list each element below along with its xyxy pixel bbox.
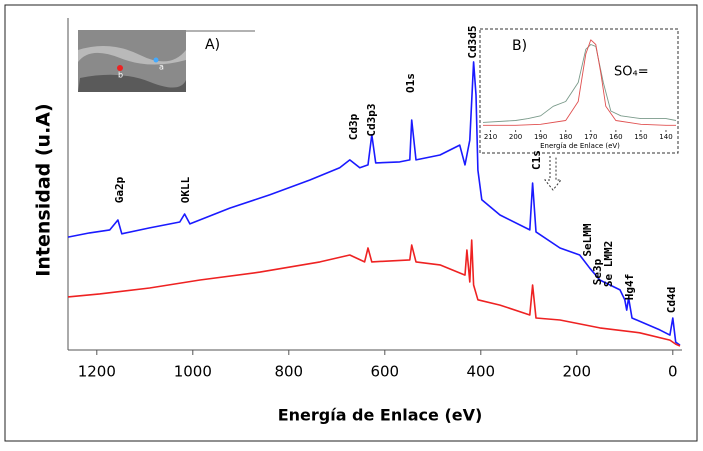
x-tick-label: 170 (584, 133, 597, 141)
x-tick-label: 800 (274, 363, 303, 381)
x-tick-label: 190 (534, 133, 547, 141)
marker-label: a (159, 63, 164, 72)
series-line (67, 239, 681, 347)
x-tick-label: 160 (609, 133, 622, 141)
inset-title: A) (205, 37, 220, 53)
peak-label: Cd3p (347, 113, 360, 140)
x-tick-label: 600 (370, 363, 399, 381)
peak-label: Se LMM2 (602, 241, 615, 287)
peak-label: Cd4d (665, 287, 678, 314)
x-tick-label: 400 (466, 363, 495, 381)
marker-label: b (118, 71, 123, 80)
peak-label: Ga2p (113, 176, 126, 203)
x-axis-label: Energía de Enlace (eV) (278, 406, 483, 425)
x-tick-label: 1200 (78, 363, 116, 381)
series-line (67, 61, 681, 346)
peak-label: OKLL (179, 176, 192, 203)
peak-label: Cd3p3 (365, 103, 378, 136)
series-line (483, 39, 676, 126)
x-tick-label: 200 (562, 363, 591, 381)
peak-label: O1s (404, 73, 417, 93)
inset-frame (479, 28, 679, 154)
inset-title: B) (512, 38, 527, 54)
inset-annotation: SO₄= (614, 65, 649, 80)
micrograph-texture (78, 74, 186, 92)
peak-label: Hg4f (623, 274, 636, 301)
peak-label: SeLMM (581, 223, 594, 256)
peak-label: C1s (530, 150, 543, 170)
micrograph-texture (78, 46, 186, 65)
x-tick-label: 0 (668, 363, 678, 381)
peak-label: Cd3d5 (466, 25, 479, 58)
x-tick-label: 210 (484, 133, 497, 141)
x-tick-label: 150 (634, 133, 647, 141)
arrow (543, 156, 563, 191)
image-inset: a b A) (78, 30, 220, 92)
inset-x-label: Energía de Enlace (eV) (540, 142, 620, 150)
y-axis-label: Intensidad (u.A) (33, 103, 55, 276)
x-tick-label: 200 (509, 133, 522, 141)
marker-a (153, 57, 159, 63)
marker-b (117, 65, 123, 71)
peak-label: Se3p (591, 258, 604, 285)
x-tick-label: 180 (559, 133, 572, 141)
x-tick-label: 140 (659, 133, 672, 141)
x-tick-label: 1000 (174, 363, 212, 381)
